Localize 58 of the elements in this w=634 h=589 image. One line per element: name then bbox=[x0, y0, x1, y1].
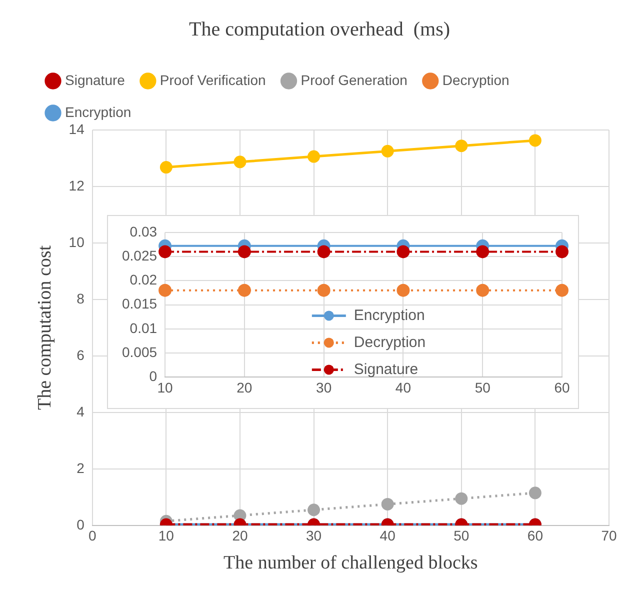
legend-label: Signature bbox=[65, 72, 126, 88]
y-tick-label: 6 bbox=[76, 346, 85, 363]
y-tick-label: 0 bbox=[149, 368, 158, 384]
x-axis-title: The number of challenged blocks bbox=[224, 552, 478, 574]
point bbox=[396, 284, 410, 297]
x-tick-label: 60 bbox=[527, 528, 544, 544]
y-tick-label: 2 bbox=[76, 460, 85, 476]
point bbox=[396, 245, 410, 258]
y-tick-label: 12 bbox=[68, 177, 85, 194]
x-tick-label: 20 bbox=[232, 528, 248, 544]
point bbox=[455, 140, 468, 152]
point bbox=[317, 245, 330, 258]
point bbox=[160, 161, 172, 174]
x-tick-label: 0 bbox=[88, 528, 96, 544]
x-tick-label: 50 bbox=[454, 528, 470, 544]
y-tick-label: 0.01 bbox=[130, 320, 158, 336]
x-tick-label: 40 bbox=[380, 528, 396, 544]
point bbox=[528, 134, 542, 147]
legend-label: Decryption bbox=[354, 334, 426, 351]
y-tick-label: 0.005 bbox=[122, 344, 158, 360]
point bbox=[556, 284, 568, 297]
y-axis-title: The computation cost bbox=[34, 244, 56, 410]
y-tick-label: 0.02 bbox=[130, 272, 158, 288]
x-tick-label: 30 bbox=[306, 528, 322, 544]
point bbox=[317, 284, 330, 297]
point bbox=[234, 156, 246, 168]
y-tick-label: 4 bbox=[76, 403, 85, 420]
point bbox=[476, 245, 490, 258]
point bbox=[158, 284, 172, 297]
point bbox=[238, 284, 251, 297]
x-tick-label: 60 bbox=[554, 379, 570, 396]
y-tick-label: 0.025 bbox=[122, 247, 158, 264]
x-tick-label: 30 bbox=[316, 379, 332, 396]
legend-label: Proof Verification bbox=[160, 72, 266, 88]
chart-title: The computation overhead (ms) bbox=[188, 18, 450, 40]
point bbox=[308, 150, 320, 163]
x-tick-label: 10 bbox=[157, 379, 174, 396]
x-tick-label: 10 bbox=[158, 528, 174, 544]
point bbox=[158, 245, 172, 258]
point bbox=[476, 284, 490, 297]
x-tick-label: 40 bbox=[395, 379, 412, 396]
x-tick-label: 50 bbox=[474, 379, 491, 396]
y-tick-label: 0.03 bbox=[130, 223, 158, 240]
y-tick-label: 14 bbox=[68, 120, 85, 137]
legend-label: Decryption bbox=[442, 72, 510, 88]
legend-label: Encryption bbox=[65, 104, 132, 120]
y-tick-label: 8 bbox=[76, 290, 85, 306]
legend-label: Proof Generation bbox=[300, 72, 408, 88]
point bbox=[556, 245, 568, 258]
legend-label: Encryption bbox=[354, 306, 425, 324]
point bbox=[238, 245, 251, 258]
y-tick-label: 0.015 bbox=[122, 296, 158, 312]
x-tick-label: 70 bbox=[601, 528, 617, 544]
legend-label: Signature bbox=[354, 360, 418, 378]
point bbox=[381, 144, 394, 158]
y-tick-label: 0 bbox=[76, 516, 85, 532]
y-tick-label: 10 bbox=[68, 234, 85, 250]
x-tick-label: 20 bbox=[236, 379, 252, 396]
